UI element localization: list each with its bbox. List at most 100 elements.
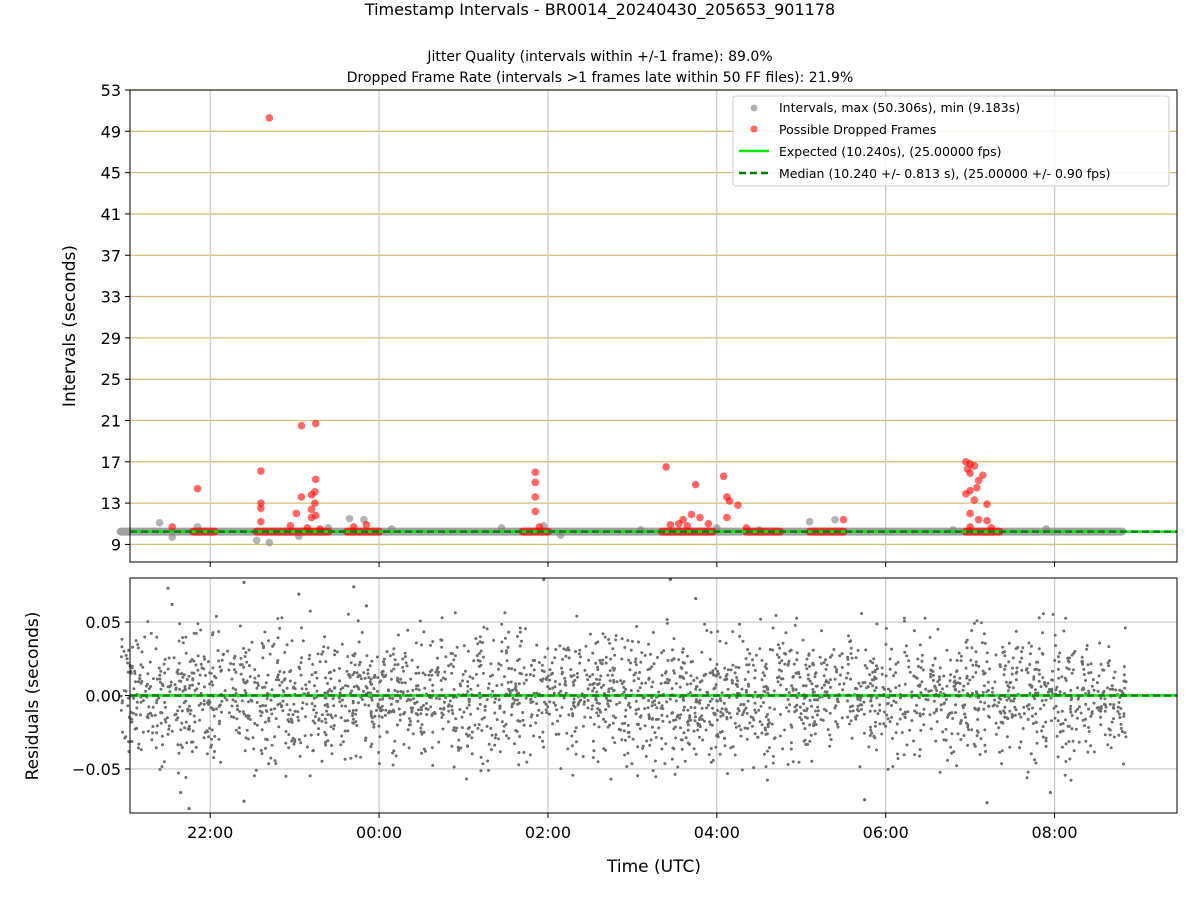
residual-point [276, 675, 279, 679]
residual-point [242, 647, 245, 650]
x-tick-label: 00:00 [356, 823, 402, 842]
residual-point [310, 673, 314, 677]
residual-point [1037, 668, 1041, 672]
residual-point [1035, 730, 1039, 734]
residual-point [452, 665, 455, 669]
residual-point [798, 715, 802, 719]
residual-point [854, 717, 858, 721]
residual-point [969, 658, 973, 662]
residual-point [937, 678, 941, 682]
residual-outlier-point [242, 799, 246, 803]
residual-point [135, 706, 139, 710]
residual-point [431, 689, 435, 693]
residual-point [1029, 644, 1033, 648]
residual-point [1061, 722, 1065, 725]
residual-point [858, 698, 862, 702]
residual-point [260, 711, 264, 714]
residual-point [202, 736, 206, 740]
residual-point [428, 670, 432, 674]
residual-point [263, 685, 267, 689]
residual-point [323, 696, 327, 700]
residual-point [595, 701, 599, 705]
residual-point [369, 712, 373, 716]
residual-point [208, 682, 212, 686]
residual-point [329, 725, 333, 729]
residual-point [619, 679, 623, 683]
residual-point [716, 735, 720, 739]
residual-point [629, 661, 633, 665]
residual-point [651, 680, 655, 684]
residual-point [638, 727, 642, 731]
residual-point [559, 689, 563, 693]
residual-point [532, 734, 536, 738]
residual-point [387, 711, 391, 715]
residual-point [918, 748, 922, 752]
residual-point [415, 700, 419, 704]
residual-point [146, 716, 150, 720]
residual-point [965, 674, 969, 678]
residual-point [910, 719, 914, 723]
residual-point [768, 706, 772, 710]
residual-point [131, 711, 135, 715]
y-tick-label: 49 [101, 122, 121, 141]
residual-point [460, 726, 464, 730]
residual-point [595, 677, 598, 681]
residual-point [833, 665, 837, 669]
residual-point [1020, 650, 1024, 654]
residual-point [998, 750, 1002, 754]
dropped-frame-point [257, 467, 265, 475]
residual-point [344, 704, 348, 708]
residual-point [966, 682, 970, 686]
residual-point [764, 732, 768, 736]
residual-point [884, 724, 888, 728]
residual-point [479, 649, 483, 653]
residual-point [439, 679, 443, 682]
residual-point [560, 670, 564, 674]
residual-point [1108, 659, 1112, 663]
residual-point [604, 696, 608, 700]
residual-point [426, 707, 430, 711]
residual-point [764, 662, 768, 666]
residual-point [596, 707, 600, 710]
residual-point [654, 735, 658, 739]
residual-point [428, 678, 432, 682]
residual-point [408, 717, 412, 721]
residual-point [622, 729, 626, 733]
chart-title: Timestamp Intervals - BR0014_20240430_20… [364, 0, 836, 19]
residual-point [613, 653, 617, 657]
residual-point [637, 640, 640, 644]
residual-point [731, 681, 734, 685]
residual-point [164, 705, 167, 709]
residual-point [718, 675, 722, 679]
residual-point [1040, 729, 1044, 733]
residual-point [164, 720, 168, 724]
residual-point [251, 736, 255, 740]
dropped-frame-point [723, 513, 731, 522]
residual-point [1051, 669, 1055, 673]
residual-point [578, 648, 582, 652]
residuals-panel: 0.050.00−0.05 22:00 00:00 02:00 04:00 06:00 0… [23, 577, 1178, 877]
residual-point [184, 720, 188, 724]
residual-point [158, 767, 162, 771]
residual-point [776, 643, 780, 647]
residual-point [823, 690, 827, 694]
residual-point [247, 664, 251, 667]
residual-point [872, 657, 876, 661]
residual-point [332, 727, 335, 731]
residual-point [232, 668, 236, 672]
residual-point [849, 677, 852, 681]
residual-point [636, 723, 640, 727]
residual-point [344, 684, 348, 688]
residual-point [854, 656, 858, 660]
dropped-frame-point [962, 490, 970, 498]
residual-point [890, 715, 893, 719]
residual-point [318, 660, 322, 664]
residual-point [634, 699, 638, 703]
residual-point [326, 646, 330, 650]
residual-point [570, 707, 573, 711]
residual-point [918, 683, 922, 687]
residual-point [497, 737, 500, 741]
residual-point [891, 737, 894, 740]
residual-point [326, 682, 329, 685]
residual-point [775, 653, 779, 657]
